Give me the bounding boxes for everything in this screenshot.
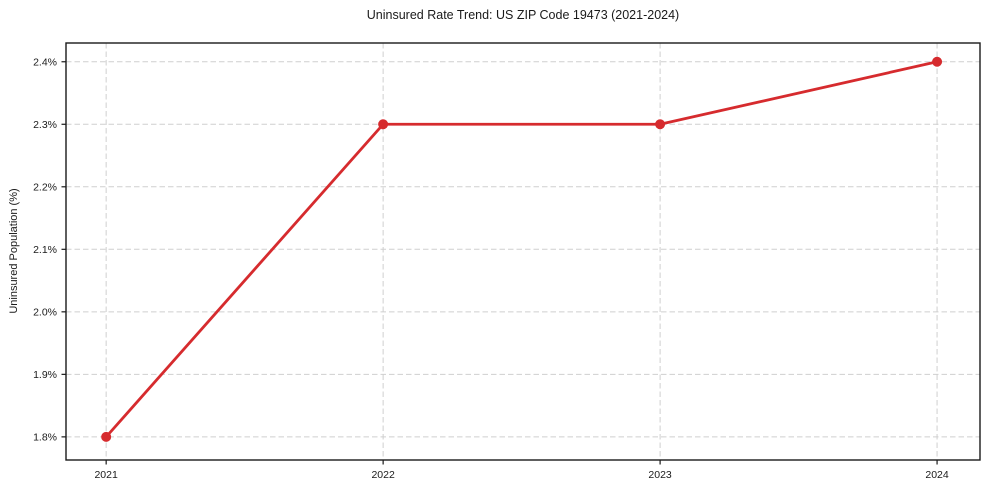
x-tick-label: 2021: [94, 469, 118, 481]
y-tick-label: 1.9%: [33, 369, 57, 381]
data-point: [655, 119, 666, 130]
data-point: [932, 56, 943, 67]
x-tick-label: 2022: [371, 469, 395, 481]
y-tick-label: 1.8%: [33, 431, 57, 443]
x-tick-label: 2023: [648, 469, 672, 481]
y-tick-label: 2.2%: [33, 181, 57, 193]
y-tick-label: 2.0%: [33, 306, 57, 318]
y-tick-label: 2.4%: [33, 56, 57, 68]
chart-title: Uninsured Rate Trend: US ZIP Code 19473 …: [366, 8, 680, 22]
data-point: [101, 431, 112, 442]
data-point: [378, 119, 389, 130]
y-tick-label: 2.1%: [33, 244, 57, 256]
y-tick-label: 2.3%: [33, 119, 57, 131]
x-tick-label: 2024: [925, 469, 949, 481]
trend-line: [104, 60, 939, 439]
plot-frame: [65, 42, 981, 461]
